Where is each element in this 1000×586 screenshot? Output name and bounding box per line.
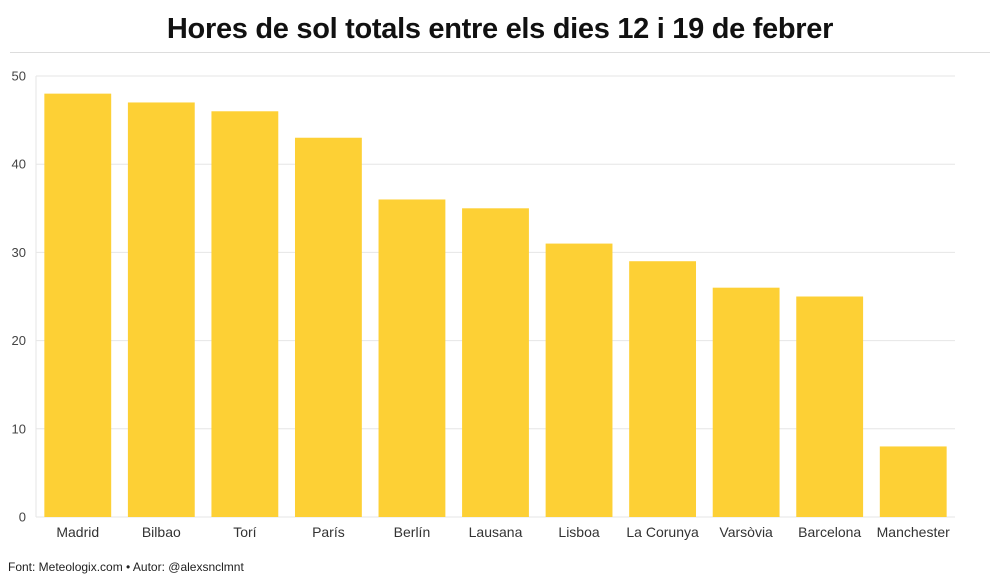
- bar-la-corunya[interactable]: [629, 261, 697, 517]
- y-tick-label: 0: [19, 510, 26, 525]
- y-tick-label: 30: [12, 245, 26, 260]
- bar-barcelona[interactable]: [796, 296, 864, 518]
- bar-madrid[interactable]: [44, 93, 112, 517]
- chart-title: Hores de sol totals entre els dies 12 i …: [166, 13, 834, 45]
- x-axis-labels: Madrid Bilbao Torí París Berlín Lausana Lisboa…: [56, 524, 950, 540]
- source-credit: Font: Meteologix.com • Autor: @alexsnclm…: [8, 560, 244, 574]
- bar-lisboa[interactable]: [545, 243, 613, 517]
- x-category-label: Berlín: [394, 524, 431, 540]
- x-category-label: Bilbao: [142, 524, 181, 540]
- x-category-label: Madrid: [56, 524, 99, 540]
- y-tick-label: 10: [12, 421, 26, 436]
- x-category-label: París: [312, 524, 345, 540]
- y-tick-label: 20: [12, 333, 26, 348]
- bars: [44, 93, 947, 518]
- y-tick-label: 50: [12, 69, 26, 84]
- bar-torí[interactable]: [211, 111, 279, 517]
- bar-parís[interactable]: [294, 137, 362, 518]
- bar-bilbao[interactable]: [127, 102, 195, 518]
- bar-lausana[interactable]: [462, 208, 529, 518]
- y-axis-ticks: 0 10 20 30 40 50: [12, 69, 26, 525]
- bar-manchester[interactable]: [879, 446, 947, 517]
- x-category-label: Manchester: [877, 524, 950, 540]
- x-category-label: Torí: [233, 524, 256, 540]
- x-category-label: Varsòvia: [719, 524, 773, 540]
- bar-varsòvia[interactable]: [712, 287, 780, 517]
- x-category-label: Lausana: [469, 524, 523, 540]
- x-category-label: Barcelona: [798, 524, 861, 540]
- x-category-label: Lisboa: [558, 524, 599, 540]
- title-divider: [10, 52, 990, 53]
- bar-berlín[interactable]: [378, 199, 446, 518]
- y-tick-label: 40: [12, 157, 26, 172]
- x-category-label: La Corunya: [626, 524, 699, 540]
